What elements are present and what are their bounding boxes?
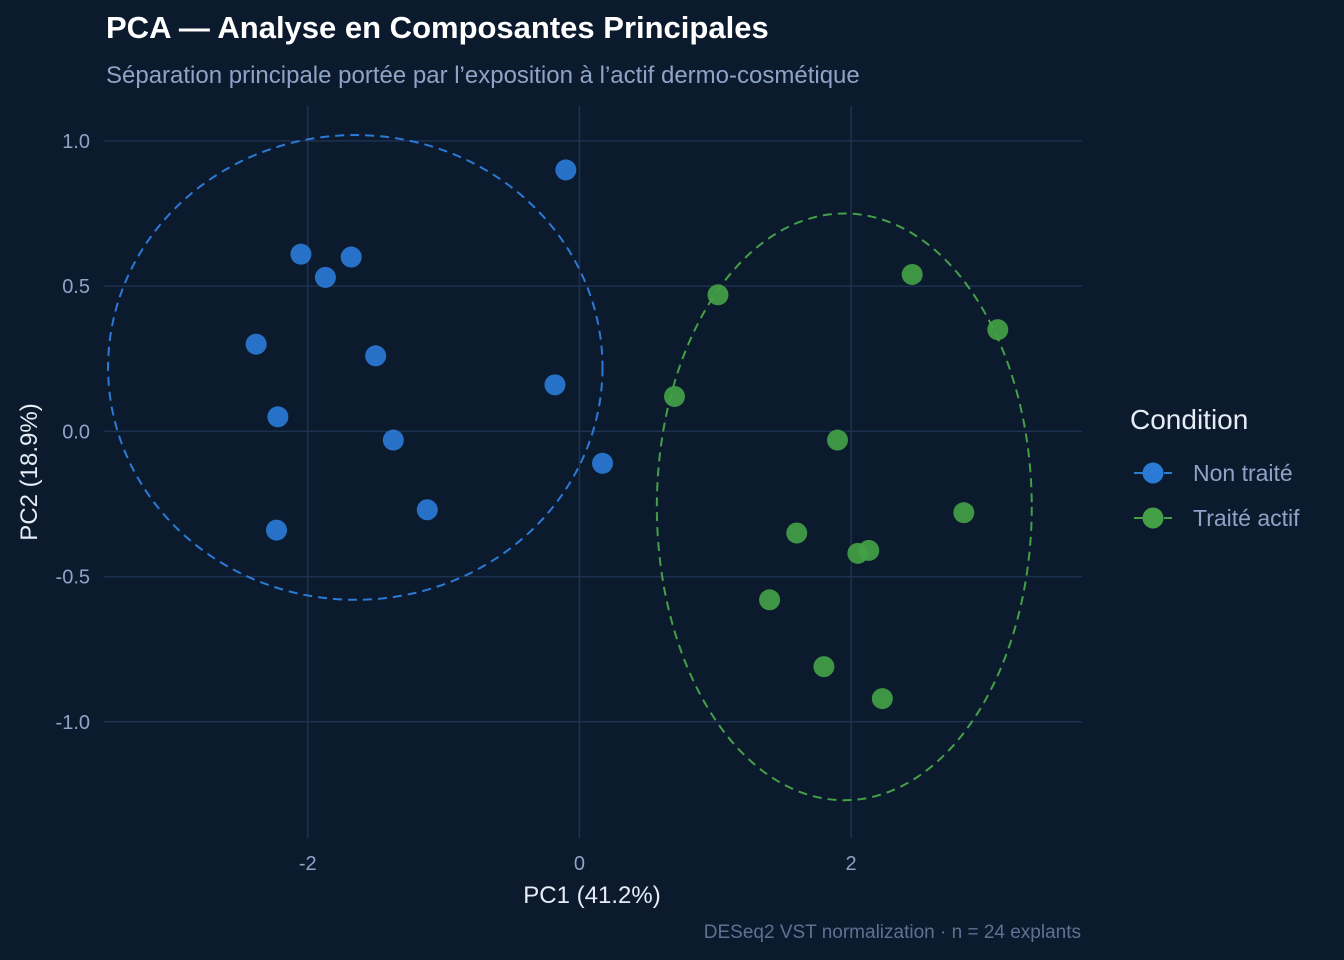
data-point bbox=[786, 522, 808, 544]
y-axis-ticks: -1.0 -0.5 0.0 0.5 1.0 bbox=[56, 131, 90, 734]
y-tick-label: 1.0 bbox=[62, 131, 90, 153]
y-axis-title: PC2 (18.9%) bbox=[16, 403, 43, 540]
data-point bbox=[544, 374, 566, 396]
ellipse-trait-actif bbox=[655, 212, 1033, 802]
x-axis-ticks: -2 0 2 bbox=[299, 853, 857, 875]
grid-lines bbox=[104, 106, 1082, 838]
legend-label: Traité actif bbox=[1193, 505, 1300, 531]
data-point bbox=[416, 499, 438, 521]
data-point bbox=[382, 429, 404, 451]
data-point bbox=[987, 319, 1009, 341]
data-point bbox=[707, 284, 729, 306]
x-axis-title: PC1 (41.2%) bbox=[523, 882, 660, 909]
data-point bbox=[267, 406, 289, 428]
legend-key-point bbox=[1142, 462, 1164, 484]
data-point bbox=[555, 159, 577, 181]
data-point bbox=[953, 502, 975, 524]
x-tick-label: -2 bbox=[299, 853, 317, 875]
data-point bbox=[290, 243, 312, 265]
ellipse-non-trait- bbox=[107, 134, 604, 601]
data-points bbox=[245, 159, 1009, 710]
y-tick-label: -1.0 bbox=[56, 712, 90, 734]
data-point bbox=[901, 263, 923, 285]
legend-label: Non traité bbox=[1193, 460, 1293, 486]
data-point bbox=[592, 452, 614, 474]
data-point bbox=[365, 345, 387, 367]
data-point bbox=[664, 385, 685, 407]
data-point bbox=[813, 656, 835, 678]
data-point bbox=[858, 539, 880, 561]
legend: Condition Non traité Traité actif bbox=[1130, 404, 1300, 531]
y-tick-label: -0.5 bbox=[56, 567, 90, 589]
legend-title: Condition bbox=[1130, 404, 1248, 435]
y-tick-label: 0.5 bbox=[62, 276, 90, 298]
data-point bbox=[759, 589, 781, 611]
chart-title: PCA — Analyse en Composantes Principales bbox=[106, 10, 769, 45]
x-tick-label: 2 bbox=[846, 853, 857, 875]
data-point bbox=[245, 333, 267, 355]
confidence-ellipses bbox=[107, 134, 1033, 802]
chart-subtitle: Séparation principale portée par l’expos… bbox=[106, 62, 860, 89]
legend-key-point bbox=[1142, 507, 1164, 529]
data-point bbox=[340, 246, 362, 268]
data-point bbox=[266, 519, 288, 541]
pca-scatter-chart: -2 0 2 -1.0 -0.5 0.0 0.5 1.0 PC1 (41.2%) PC2 (… bbox=[16, 106, 1300, 909]
data-point bbox=[314, 266, 336, 288]
x-tick-label: 0 bbox=[574, 853, 585, 875]
data-point bbox=[871, 688, 893, 710]
data-point bbox=[827, 429, 848, 451]
y-tick-label: 0.0 bbox=[62, 421, 90, 443]
chart-caption: DESeq2 VST normalization · n = 24 explan… bbox=[703, 922, 1081, 943]
